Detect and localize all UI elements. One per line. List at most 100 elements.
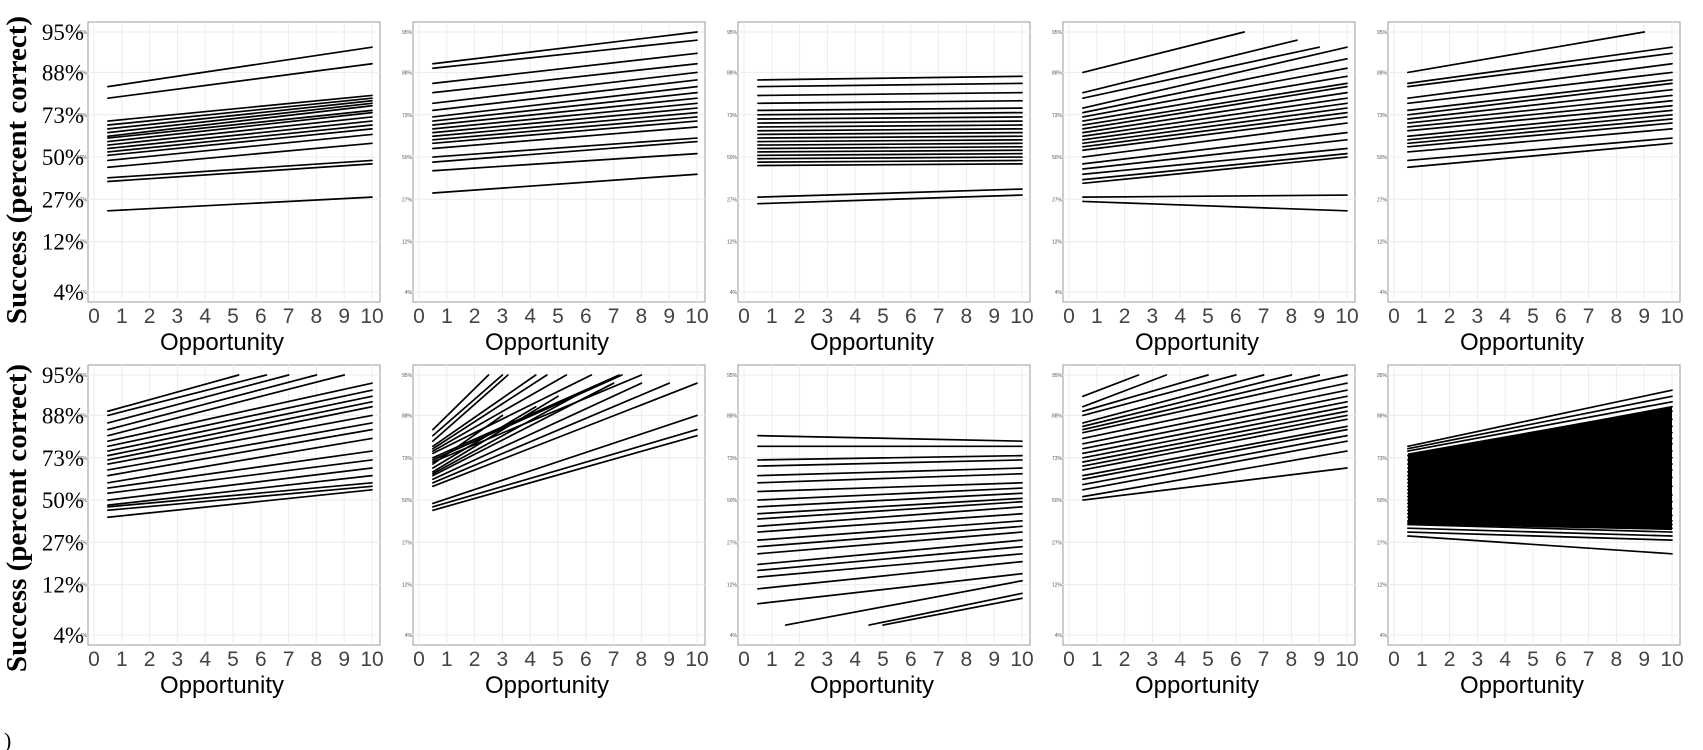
x-tick-label: 4 bbox=[849, 648, 861, 671]
series-line bbox=[1082, 131, 1348, 165]
x-tick-label: 9 bbox=[1638, 648, 1650, 671]
series-line bbox=[107, 405, 373, 461]
series-line bbox=[432, 374, 509, 443]
panel-8: 4% 12% 27% 50% 73% 88% 95% 0 1 2 3 4 5 6 7 8 9 10 Opportun… bbox=[727, 364, 1034, 699]
series-line bbox=[757, 472, 1023, 484]
panel-7: 4% 12% 27% 50% 73% 88% 95% 0 1 2 3 4 5 6 7 8 9 10 Opportun… bbox=[402, 364, 709, 699]
series-line bbox=[1082, 67, 1348, 118]
x-tick-label: 3 bbox=[1472, 648, 1484, 671]
x-tick-label: 5 bbox=[227, 648, 239, 671]
small-y-tick-label: 95% bbox=[402, 30, 413, 36]
series-line bbox=[1407, 527, 1673, 537]
small-y-tick-label: 50% bbox=[1377, 155, 1388, 161]
x-tick-label: 5 bbox=[1202, 305, 1214, 328]
small-y-tick-label: 95% bbox=[727, 30, 738, 36]
series-line bbox=[432, 102, 698, 130]
x-tick-label: 3 bbox=[497, 305, 509, 328]
series-line bbox=[107, 102, 373, 134]
x-tick-label: 7 bbox=[608, 305, 620, 328]
x-tick-label: 1 bbox=[766, 305, 778, 328]
y-tick-label: 4% bbox=[53, 623, 84, 648]
x-tick-label: 2 bbox=[1444, 305, 1456, 328]
x-tick-label: 5 bbox=[227, 305, 239, 328]
series-line bbox=[1082, 450, 1348, 498]
series-line bbox=[107, 111, 373, 143]
series-line bbox=[1082, 75, 1348, 122]
series-line bbox=[1082, 116, 1348, 152]
series-line bbox=[1082, 147, 1348, 176]
x-tick-label: 10 bbox=[360, 305, 383, 328]
x-tick-label: 8 bbox=[1286, 305, 1298, 328]
series-line bbox=[1082, 57, 1348, 114]
series-line bbox=[1082, 152, 1348, 181]
small-y-tick-label: 12% bbox=[727, 583, 738, 589]
series-line bbox=[107, 437, 373, 484]
series-line bbox=[1407, 113, 1673, 141]
x-tick-label: 10 bbox=[1335, 648, 1358, 671]
x-tick-label: 8 bbox=[1611, 305, 1623, 328]
series-line bbox=[1082, 414, 1348, 467]
small-y-tick-label: 4% bbox=[80, 290, 88, 296]
series-line bbox=[432, 140, 698, 163]
panel-frame bbox=[1387, 21, 1681, 303]
x-tick-label: 0 bbox=[1063, 648, 1075, 671]
x-tick-label: 9 bbox=[663, 648, 675, 671]
series-line bbox=[1407, 62, 1673, 100]
series-line bbox=[1407, 142, 1673, 169]
series-line bbox=[107, 374, 240, 413]
x-tick-label: 6 bbox=[255, 305, 267, 328]
x-axis-label: Opportunity bbox=[1135, 672, 1259, 699]
series-line bbox=[107, 414, 373, 465]
series-line bbox=[432, 126, 698, 150]
x-tick-label: 2 bbox=[469, 305, 481, 328]
small-y-tick-label: 95% bbox=[1377, 373, 1388, 379]
series-line bbox=[757, 545, 1023, 572]
small-y-tick-label: 88% bbox=[402, 70, 413, 76]
small-y-tick-label: 12% bbox=[77, 240, 88, 246]
x-tick-label: 8 bbox=[1611, 648, 1623, 671]
small-y-tick-label: 73% bbox=[402, 456, 413, 462]
small-y-tick-label: 4% bbox=[80, 633, 88, 639]
panel-9: 4% 12% 27% 50% 73% 88% 95% 0 1 2 3 4 5 6 7 8 9 10 Opportun… bbox=[1052, 364, 1359, 699]
series-line bbox=[432, 374, 548, 450]
x-tick-label: 6 bbox=[580, 305, 592, 328]
small-y-tick-label: 4% bbox=[730, 633, 738, 639]
series-line bbox=[1082, 410, 1348, 463]
series-line bbox=[107, 162, 373, 183]
x-tick-label: 3 bbox=[497, 648, 509, 671]
series-line bbox=[107, 450, 373, 489]
panel-frame bbox=[1062, 364, 1356, 646]
x-tick-label: 0 bbox=[88, 648, 100, 671]
small-y-tick-label: 27% bbox=[727, 540, 738, 546]
x-tick-label: 2 bbox=[794, 305, 806, 328]
small-y-tick-label: 50% bbox=[1377, 498, 1388, 504]
series-line bbox=[1407, 104, 1673, 132]
series-line bbox=[432, 414, 698, 505]
x-tick-label: 7 bbox=[933, 305, 945, 328]
series-line bbox=[107, 488, 373, 519]
x-tick-label: 5 bbox=[552, 305, 564, 328]
x-tick-label: 9 bbox=[1313, 648, 1325, 671]
small-y-tick-label: 50% bbox=[1052, 498, 1063, 504]
small-y-tick-label: 88% bbox=[1052, 70, 1063, 76]
x-tick-label: 3 bbox=[822, 648, 834, 671]
x-tick-label: 2 bbox=[794, 648, 806, 671]
series-line bbox=[432, 71, 698, 105]
small-y-tick-label: 50% bbox=[1052, 155, 1063, 161]
x-tick-label: 7 bbox=[1583, 648, 1595, 671]
x-tick-label: 2 bbox=[144, 648, 156, 671]
series-line bbox=[107, 395, 373, 452]
series-line bbox=[1082, 194, 1348, 198]
x-tick-label: 1 bbox=[441, 305, 453, 328]
y-tick-label: 12% bbox=[42, 230, 84, 255]
series-line bbox=[432, 62, 698, 94]
x-axis-label: Opportunity bbox=[160, 672, 284, 699]
x-tick-label: 9 bbox=[663, 305, 675, 328]
panel-6: 4% 12% 27% 50% 73% 88% 95% 4% 12% 27% 50% 73% 88% 95%… bbox=[42, 363, 384, 699]
x-tick-label: 7 bbox=[283, 648, 295, 671]
x-tick-label: 1 bbox=[1416, 648, 1428, 671]
small-y-tick-label: 73% bbox=[77, 456, 88, 462]
series-line bbox=[757, 531, 1023, 555]
x-tick-label: 6 bbox=[1555, 648, 1567, 671]
